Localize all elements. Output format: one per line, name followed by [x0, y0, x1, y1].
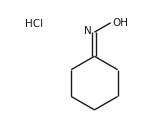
- Text: N: N: [84, 27, 91, 36]
- Text: HCl: HCl: [25, 19, 43, 29]
- Text: OH: OH: [112, 18, 128, 28]
